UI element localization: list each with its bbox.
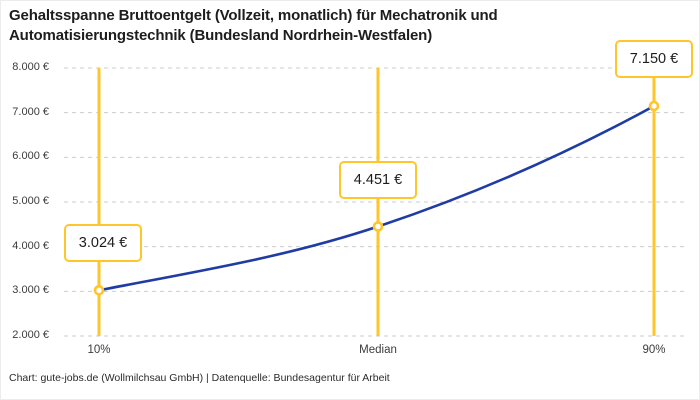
y-axis-tick-label: 4.000 € — [12, 239, 49, 252]
chart-title: Gehaltsspanne Bruttoentgelt (Vollzeit, m… — [9, 7, 498, 45]
x-axis-tick-label-median: Median — [359, 344, 397, 356]
value-label-box-median: 4.451 € — [339, 160, 417, 199]
footer-credit: Chart: gute-jobs.de (Wollmilchsau GmbH) … — [9, 372, 390, 384]
value-label-box-10pct: 3.024 € — [64, 224, 142, 263]
y-axis-tick-label: 5.000 € — [12, 195, 49, 207]
y-axis-tick-label: 2.000 € — [12, 329, 49, 341]
y-axis-tick-label: 6.000 € — [12, 150, 49, 163]
x-axis-tick-label-10pct: 10% — [87, 344, 111, 356]
y-axis-tick-label: 7.000 € — [12, 105, 49, 118]
x-axis-tick-label-90pct: 90% — [642, 344, 666, 356]
value-label-box-90pct: 7.150 € — [615, 39, 693, 78]
data-point-marker — [648, 100, 660, 112]
data-point-marker — [372, 221, 384, 232]
y-axis-tick-label: 8.000 € — [12, 61, 49, 73]
data-point-marker — [93, 284, 105, 296]
y-axis-tick-label: 3.000 € — [12, 284, 49, 297]
